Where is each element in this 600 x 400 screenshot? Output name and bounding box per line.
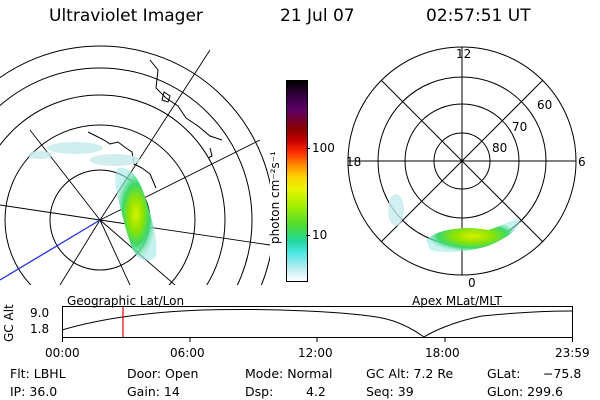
orbit-x-tick-2359: 23:59 xyxy=(555,346,590,360)
ip-readout: IP: 36.0 xyxy=(10,384,58,399)
colorbar xyxy=(286,80,308,282)
orbit-y-tick-high: 9.0 xyxy=(30,306,50,320)
orbit-x-tick-0600: 06:00 xyxy=(170,346,205,360)
seq-readout: Seq: 39 xyxy=(366,384,414,399)
dsp-label: Dsp: xyxy=(245,384,274,399)
app-title: Ultraviolet Imager xyxy=(49,6,203,26)
colorbar-label-10: 10 xyxy=(312,228,328,242)
colorbar-label-100: 100 xyxy=(312,141,335,155)
orbit-x-tick-0000: 00:00 xyxy=(45,346,80,360)
apex-polar-plot xyxy=(347,46,577,276)
glat-value: −75.8 xyxy=(543,366,582,381)
mlt-label-12: 12 xyxy=(456,47,472,61)
filter-readout: Flt: LBHL xyxy=(10,366,66,381)
colorbar-unit-label: photon cm⁻²s⁻¹ xyxy=(268,151,282,244)
orbit-y-tick-low: 1.8 xyxy=(30,322,50,336)
mlat-label-70: 70 xyxy=(512,120,528,134)
mlt-label-18: 18 xyxy=(346,155,362,169)
left-panel-caption: Geographic Lat/Lon xyxy=(67,294,185,308)
orbit-x-tick-1200: 12:00 xyxy=(298,346,333,360)
observation-date: 21 Jul 07 xyxy=(280,6,355,26)
right-panel-caption: Apex MLat/MLT xyxy=(412,294,502,308)
orbit-y-label: GC Alt xyxy=(2,304,16,342)
observation-time: 02:57:51 UT xyxy=(426,6,531,26)
glat-label: GLat: xyxy=(487,366,521,381)
glon-readout: GLon: 299.6 xyxy=(487,384,563,399)
mlat-label-60: 60 xyxy=(537,98,553,112)
colorbar-tick-10 xyxy=(306,235,310,236)
door-readout: Door: Open xyxy=(127,366,199,381)
orbit-altitude-plot xyxy=(62,306,573,342)
dsp-value: 4.2 xyxy=(306,384,326,399)
gain-readout: Gain: 14 xyxy=(127,384,180,399)
orbit-x-tick-1800: 18:00 xyxy=(425,346,460,360)
gc-alt-readout: GC Alt: 7.2 Re xyxy=(366,366,454,381)
geographic-map xyxy=(0,45,270,285)
mlat-label-80: 80 xyxy=(492,141,508,155)
mlt-label-0: 0 xyxy=(468,276,476,290)
mode-readout: Mode: Normal xyxy=(245,366,333,381)
colorbar-tick-100 xyxy=(306,148,310,149)
mlt-label-6: 6 xyxy=(578,155,586,169)
